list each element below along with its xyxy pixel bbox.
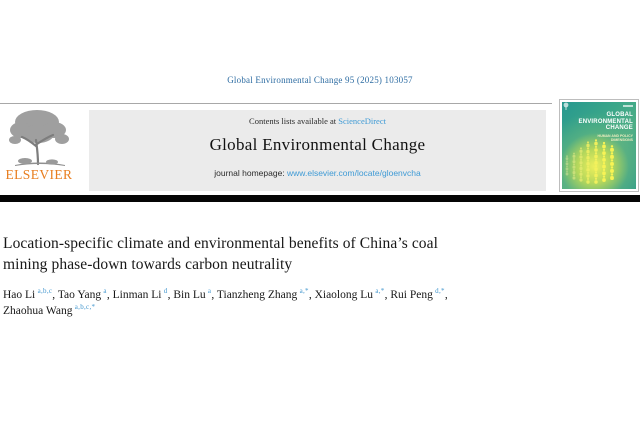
author-affiliation-sup: a,* — [299, 287, 309, 296]
cover-elsevier-mark-icon — [563, 102, 569, 110]
journal-cover-art: GLOBAL ENVIRONMENTAL CHANGE HUMAN AND PO… — [562, 102, 636, 189]
cover-title-line: GLOBAL — [606, 112, 633, 118]
cover-brand-block: GLOBAL ENVIRONMENTAL CHANGE HUMAN AND PO… — [579, 112, 634, 142]
author-affiliation-sup: a,* — [375, 287, 385, 296]
article-title: Location-specific climate and environmen… — [3, 233, 543, 275]
elsevier-logo: ELSEVIER — [2, 106, 76, 195]
journal-cover-thumbnail: GLOBAL ENVIRONMENTAL CHANGE HUMAN AND PO… — [559, 99, 639, 192]
author: Tao Yang a — [57, 287, 107, 301]
contents-prefix: Contents lists available at — [249, 116, 339, 126]
cover-volume-mark — [623, 105, 633, 107]
journal-citation: Global Environmental Change 95 (2025) 10… — [227, 75, 413, 85]
journal-banner: Contents lists available at ScienceDirec… — [89, 110, 546, 191]
homepage-prefix: journal homepage: — [214, 168, 288, 178]
cover-subtitle: HUMAN AND POLICY DIMENSIONS — [597, 133, 633, 142]
header-top-rule — [0, 103, 552, 104]
author: Zhaohua Wang a,b,c,* — [3, 302, 96, 317]
author-affiliation-sup: a — [207, 287, 212, 296]
author: Rui Peng d,* — [390, 287, 445, 301]
author-affiliation-sup: a,b,c — [37, 287, 53, 296]
author: Linman Li d — [112, 287, 168, 301]
article-title-line2: mining phase-down towards carbon neutral… — [3, 256, 293, 273]
author-affiliation-sup: d — [163, 287, 168, 296]
homepage-line: journal homepage: www.elsevier.com/locat… — [89, 168, 546, 178]
author-affiliation-sup: d,* — [435, 287, 445, 296]
author-affiliation-sup: a — [103, 287, 107, 296]
cover-title-line: CHANGE — [605, 125, 633, 131]
journal-title: Global Environmental Change — [209, 135, 426, 154]
author: Xiaolong Lu a,* — [314, 287, 385, 301]
author-list: Hao Li a,b,c, Tao Yang a, Linman Li d, B… — [3, 287, 448, 317]
cover-title-line: ENVIRONMENTAL — [578, 118, 633, 125]
contents-line: Contents lists available at ScienceDirec… — [89, 110, 546, 126]
elsevier-wordmark: ELSEVIER — [5, 167, 73, 182]
author: Hao Li a,b,c — [3, 287, 53, 301]
homepage-url-link[interactable]: www.elsevier.com/locate/gloenvcha — [287, 168, 421, 178]
author: Tianzheng Zhang a,* — [216, 287, 309, 301]
article-title-line1: Location-specific climate and environmen… — [3, 235, 439, 252]
people-pictogram — [565, 139, 614, 184]
author-affiliation-sup: a,b,c,* — [74, 302, 96, 311]
header-divider-bar — [0, 195, 640, 202]
elsevier-tree-icon — [9, 110, 69, 166]
author: Bin Lu a — [173, 287, 212, 301]
sciencedirect-link[interactable]: ScienceDirect — [338, 116, 386, 126]
